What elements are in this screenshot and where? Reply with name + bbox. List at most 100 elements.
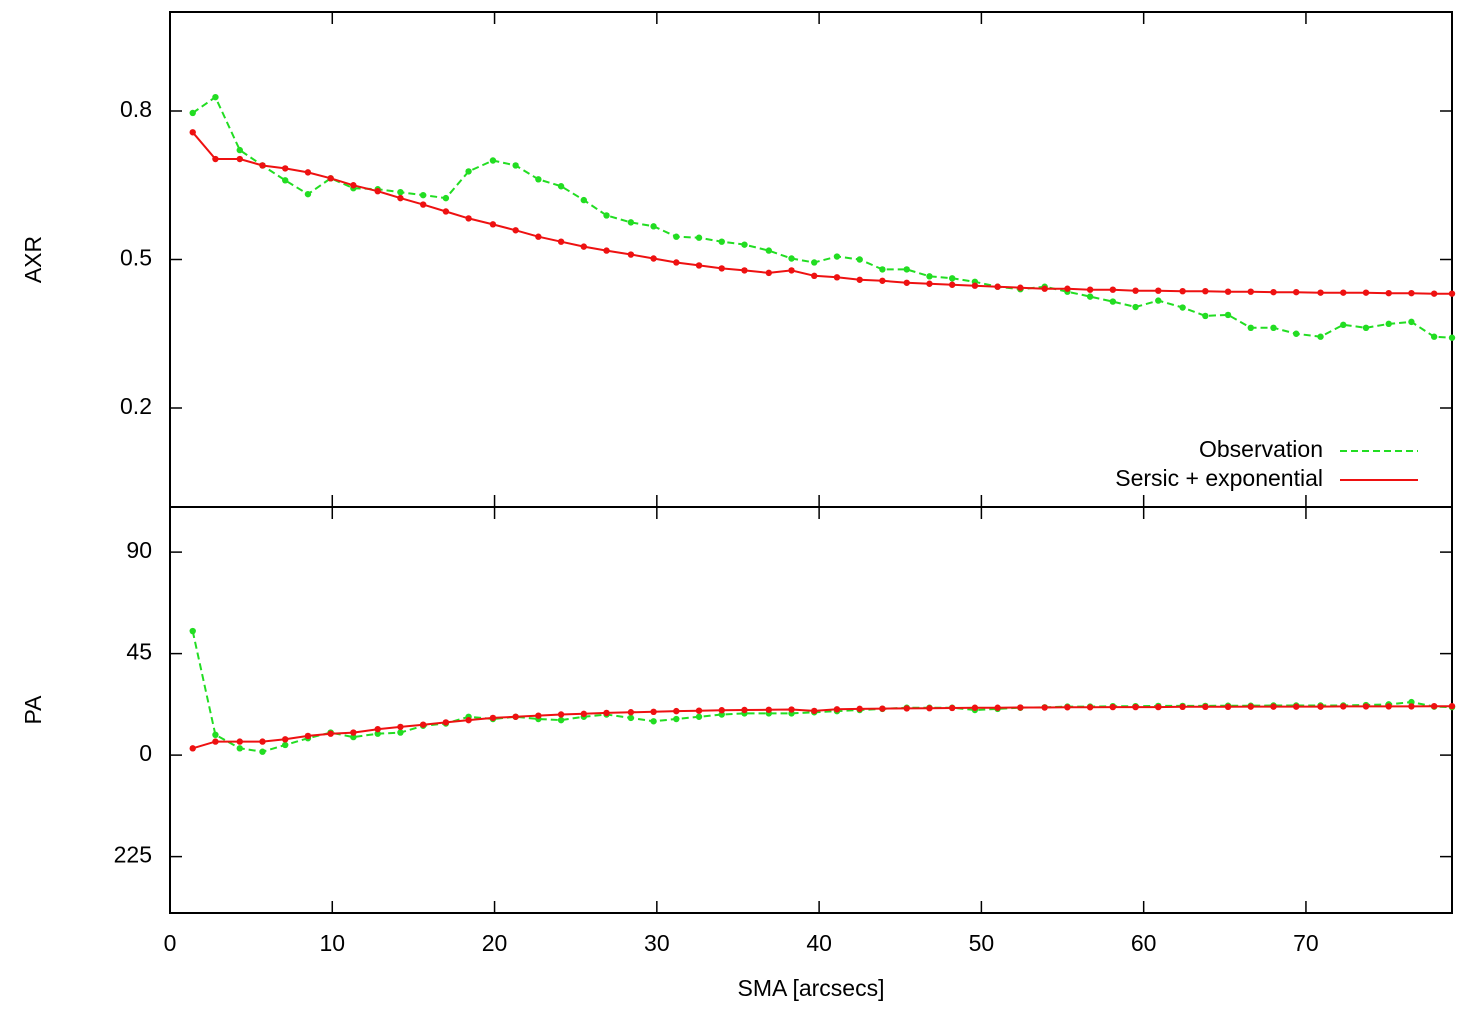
data-point [1317, 289, 1324, 296]
data-point [304, 732, 312, 740]
data-point [673, 259, 680, 266]
data-point [971, 282, 979, 289]
data-point [212, 93, 219, 101]
data-point [1179, 287, 1186, 295]
x-tick-label: 30 [644, 930, 670, 956]
data-point [1408, 703, 1415, 710]
x-tick-label: 50 [969, 930, 995, 956]
data-point [650, 223, 657, 230]
y-tick-label: 90 [126, 537, 152, 563]
data-point [741, 241, 748, 248]
data-point [259, 738, 266, 745]
data-point [627, 219, 635, 226]
data-point [994, 704, 1001, 711]
plot-frame [169, 11, 1453, 508]
data-point [903, 705, 910, 712]
data-point [926, 273, 933, 280]
data-point [350, 729, 357, 736]
data-point [833, 253, 841, 260]
data-point [879, 266, 886, 273]
data-point [282, 177, 289, 184]
y-tick-label: 45 [126, 639, 152, 665]
data-point [603, 212, 610, 219]
data-point [1064, 285, 1071, 292]
data-point [327, 730, 334, 737]
data-point [903, 266, 910, 273]
data-point [557, 711, 565, 718]
data-point [236, 155, 243, 163]
data-point [1202, 703, 1209, 711]
legend-label: Observation [1199, 436, 1323, 462]
data-point [419, 721, 427, 728]
data-point [1109, 298, 1117, 305]
data-point [397, 188, 404, 196]
data-point [1362, 324, 1370, 332]
data-point [1448, 702, 1456, 710]
data-point [1408, 289, 1415, 297]
data-point [833, 274, 841, 281]
data-point [903, 279, 910, 286]
data-point [1155, 297, 1162, 304]
data-point [1408, 318, 1415, 326]
data-point [833, 706, 841, 713]
data-point [741, 706, 748, 714]
data-point [489, 221, 497, 228]
data-point [603, 247, 610, 254]
data-point [212, 155, 219, 163]
data-point [374, 725, 381, 733]
data-point [442, 194, 450, 202]
data-point [557, 183, 565, 190]
data-point [304, 190, 312, 198]
data-point [535, 712, 542, 719]
data-point [1293, 288, 1300, 296]
x-tick-label: 40 [806, 930, 832, 956]
data-point [948, 281, 956, 288]
data-point [1202, 287, 1209, 295]
data-point [374, 187, 381, 195]
data-point [856, 276, 863, 283]
data-point [718, 707, 725, 714]
data-point [1247, 324, 1254, 332]
data-point [718, 238, 725, 245]
data-point [1224, 703, 1232, 711]
data-point [212, 738, 219, 745]
data-point [1109, 286, 1117, 293]
data-point [695, 234, 703, 241]
y-tick-label: 0 [139, 740, 152, 766]
data-point [1017, 284, 1024, 291]
data-point [236, 146, 243, 154]
data-point [489, 714, 497, 722]
data-point [1247, 703, 1254, 710]
data-point [580, 710, 588, 718]
data-point [512, 227, 519, 234]
series-line [192, 705, 1452, 750]
data-point [1017, 704, 1024, 711]
data-point [350, 733, 357, 741]
data-point [580, 196, 588, 204]
data-point [282, 741, 289, 749]
data-point [189, 109, 196, 117]
data-point [327, 175, 334, 182]
data-point [718, 265, 725, 272]
data-point [856, 256, 863, 263]
data-point [856, 705, 863, 713]
data-point [1155, 703, 1162, 711]
data-point [695, 262, 703, 269]
data-point [1109, 703, 1117, 711]
data-point [948, 275, 956, 282]
data-point [695, 707, 703, 714]
data-point [603, 709, 610, 717]
data-point [1086, 293, 1094, 300]
data-point [397, 194, 404, 202]
data-point [512, 162, 519, 169]
data-point [1086, 286, 1094, 293]
data-point [442, 719, 450, 726]
series-line [191, 630, 1453, 753]
data-point [236, 745, 243, 752]
data-point [1224, 311, 1232, 319]
data-point [212, 731, 219, 739]
data-point [971, 704, 979, 711]
data-point [673, 707, 680, 715]
data-point [765, 269, 773, 277]
